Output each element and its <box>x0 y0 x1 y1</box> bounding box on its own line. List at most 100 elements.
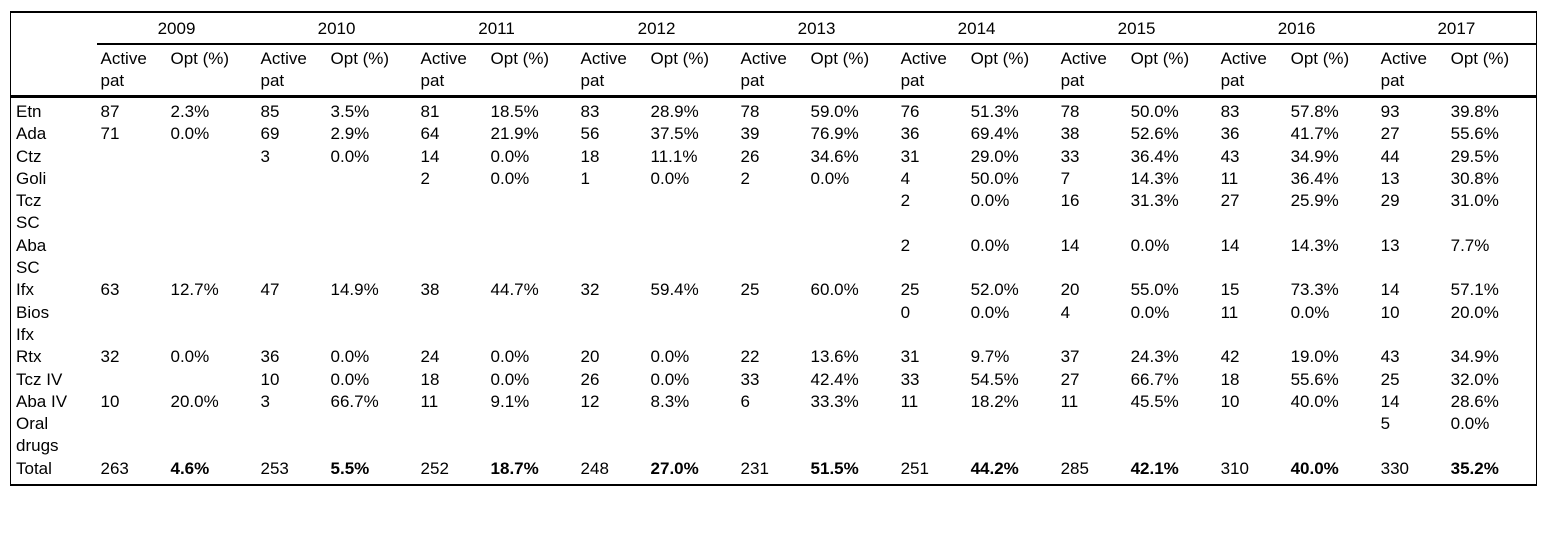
active-pat-cell: 14 <box>1220 235 1240 255</box>
active-pat-cell: 42 <box>1220 347 1240 367</box>
active-pat-cell: 263 <box>100 458 129 478</box>
active-pat-cell: 4 <box>1060 302 1071 322</box>
opt-percent-header: Opt (%) <box>1446 44 1537 98</box>
year-header: 2010 <box>256 12 417 45</box>
active-pat-cell: 64 <box>420 124 440 144</box>
active-pat-cell: 78 <box>740 102 760 121</box>
active-pat-cell: 69 <box>260 124 280 144</box>
biologics-opt-rate-table: 2009 2010 2011 2012 2013 2014 2015 2016 2017 Acti… <box>10 11 1538 487</box>
opt-percent-cell: 0.0% <box>490 146 530 166</box>
row-label: Aba SC <box>11 235 97 280</box>
active-pat-header: Active pat <box>416 44 487 98</box>
opt-percent-cell <box>1127 413 1217 458</box>
opt-percent-cell: 66.7% <box>330 391 379 411</box>
active-pat-cell: 27 <box>1060 369 1080 389</box>
active-pat-cell: 330 <box>1380 458 1409 478</box>
opt-percent-cell: 0.0% <box>170 124 210 144</box>
opt-percent-header: Opt (%) <box>326 44 417 98</box>
opt-percent-cell <box>167 235 257 280</box>
opt-percent-header: Opt (%) <box>166 44 257 98</box>
opt-percent-header-label: Opt (%) <box>330 49 390 68</box>
opt-percent-cell <box>647 235 737 280</box>
row-label: Etn <box>11 97 97 124</box>
table-row: Tcz IV 10 0.0% 18 0.0% 26 0.0% 33 42.4% 33 54.5% 27… <box>11 369 1537 391</box>
active-pat-cell <box>737 235 807 280</box>
active-pat-header-label: Active pat <box>1060 49 1107 90</box>
row-label: Oral drugs <box>11 413 97 458</box>
active-pat-cell: 31 <box>900 146 920 166</box>
opt-percent-cell: 0.0% <box>1130 302 1170 322</box>
table-row: Aba SC 2 0.0% 14 0.0% 14 14.3% 13 7.7% <box>11 235 1537 280</box>
opt-percent-cell: 27.0% <box>650 458 699 478</box>
opt-percent-cell: 54.5% <box>970 369 1019 389</box>
active-pat-cell: 81 <box>420 102 440 121</box>
year-header: 2014 <box>896 12 1057 45</box>
opt-percent-cell <box>487 413 577 458</box>
active-pat-cell: 10 <box>260 369 280 389</box>
opt-percent-cell: 41.7% <box>1290 124 1339 144</box>
active-pat-cell: 4 <box>900 168 911 188</box>
table-row: Bios Ifx 0 0.0% 4 0.0% 11 0.0% 10 20.0% <box>11 302 1537 347</box>
opt-percent-cell <box>327 413 417 458</box>
year-header: 2016 <box>1216 12 1377 45</box>
active-pat-cell: 93 <box>1380 102 1400 121</box>
active-pat-cell <box>577 302 647 347</box>
active-pat-cell: 11 <box>1220 168 1239 188</box>
row-label-text: Bios Ifx <box>16 302 50 344</box>
opt-percent-cell: 32.0% <box>1450 369 1499 389</box>
opt-percent-cell: 19.0% <box>1290 347 1339 367</box>
active-pat-cell: 10 <box>100 391 120 411</box>
opt-percent-cell: 11.1% <box>650 146 698 166</box>
row-label-text: Ifx <box>16 280 34 300</box>
opt-percent-cell: 5.5% <box>330 458 370 478</box>
active-pat-cell: 13 <box>1380 235 1400 255</box>
active-pat-cell: 18 <box>420 369 440 389</box>
active-pat-cell: 20 <box>580 347 600 367</box>
active-pat-cell: 1 <box>580 168 590 188</box>
opt-percent-cell: 9.7% <box>970 347 1010 367</box>
opt-percent-cell: 52.0% <box>970 280 1019 300</box>
opt-percent-cell: 29.0% <box>970 146 1019 166</box>
table-row: Aba IV 10 20.0% 3 66.7% 11 9.1% 12 8.3% 6 33.3% 11 1… <box>11 391 1537 413</box>
active-pat-cell: 43 <box>1380 347 1400 367</box>
active-pat-header-label: Active pat <box>740 49 787 90</box>
opt-percent-header-label: Opt (%) <box>1130 49 1190 68</box>
active-pat-cell: 231 <box>740 458 769 478</box>
opt-percent-cell <box>807 190 897 235</box>
active-pat-cell: 32 <box>100 347 120 367</box>
row-label-text: Tcz SC <box>16 191 42 233</box>
opt-percent-cell <box>487 190 577 235</box>
opt-percent-cell: 28.9% <box>650 102 699 121</box>
opt-percent-header-label: Opt (%) <box>650 49 710 68</box>
active-pat-cell: 36 <box>1220 124 1240 144</box>
table-row: Rtx 32 0.0% 36 0.0% 24 0.0% 20 0.0% 22 13.6% 31 9.7%… <box>11 346 1537 368</box>
opt-percent-cell: 18.5% <box>490 102 539 121</box>
opt-percent-header-label: Opt (%) <box>490 49 550 68</box>
opt-percent-cell: 7.7% <box>1450 235 1490 255</box>
row-label: Tcz IV <box>11 369 97 391</box>
active-pat-header-label: Active pat <box>900 49 947 90</box>
active-pat-cell: 310 <box>1220 458 1249 478</box>
opt-percent-cell <box>807 302 897 347</box>
row-label: Goli <box>11 168 97 190</box>
table-row: Ctz 3 0.0% 14 0.0% 18 11.1% 26 34.6% 31 29.0% 33 36.… <box>11 146 1537 168</box>
row-label: Rtx <box>11 346 97 368</box>
row-label-text: Etn <box>16 102 42 121</box>
active-pat-cell <box>97 146 167 168</box>
active-pat-cell: 36 <box>260 347 280 367</box>
active-pat-header-label: Active pat <box>1380 49 1427 90</box>
active-pat-cell: 5 <box>1380 414 1391 434</box>
active-pat-cell <box>577 190 647 235</box>
opt-percent-header: Opt (%) <box>1286 44 1377 98</box>
active-pat-cell: 38 <box>1060 124 1080 144</box>
active-pat-cell: 2 <box>420 168 430 188</box>
active-pat-cell: 18 <box>580 146 600 166</box>
row-label: Bios Ifx <box>11 302 97 347</box>
active-pat-cell <box>97 168 167 190</box>
opt-percent-cell: 34.6% <box>810 146 859 166</box>
active-pat-cell: 56 <box>580 124 600 144</box>
opt-percent-cell: 14.3% <box>1130 168 1179 188</box>
opt-percent-cell: 12.7% <box>170 280 219 300</box>
active-pat-cell: 44 <box>1380 146 1400 166</box>
